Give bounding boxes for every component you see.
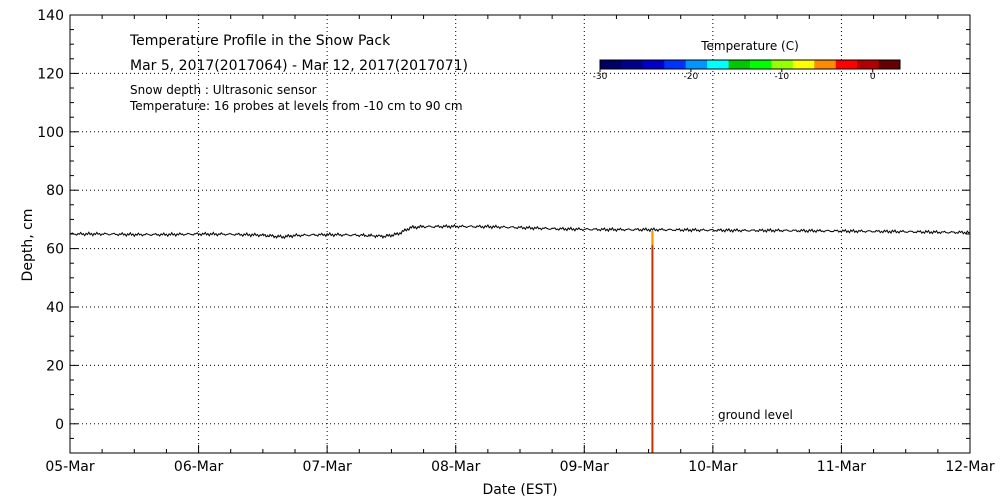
colorbar-swatch	[728, 60, 751, 69]
colorbar-swatch	[664, 60, 687, 69]
x-tick-label: 09-Mar	[560, 459, 610, 475]
colorbar-swatch	[792, 60, 815, 69]
series-layer	[69, 223, 971, 453]
plot-frame	[69, 14, 971, 454]
colorbar-swatch	[707, 60, 730, 69]
axis-ticks: 05-Mar 06-Mar 07-Mar 08-Mar 09-Mar 10-Mar 11-M…	[37, 8, 995, 475]
x-tick-label: 07-Mar	[303, 459, 353, 475]
colorbar-swatch	[600, 60, 622, 69]
chart-title: Temperature Profile in the Snow Pack	[129, 33, 391, 49]
colorbar-tick-label: -20	[684, 72, 699, 82]
colorbar-swatch	[878, 60, 901, 69]
colorbar-tick-label: -30	[593, 72, 608, 82]
colorbar-tick-label: -10	[774, 72, 789, 82]
x-axis-label: Date (EST)	[482, 482, 557, 498]
y-axis-label: Depth, cm	[20, 209, 36, 282]
temperature-trace-top	[651, 231, 654, 246]
x-tick-label: 12-Mar	[945, 459, 995, 475]
temperature-colorbar: Temperature (C) -30 -20 -10 0	[593, 39, 901, 82]
colorbar-tick-label: 0	[870, 72, 876, 82]
x-tick-label: 05-Mar	[45, 459, 95, 475]
colorbar-swatch	[750, 60, 772, 69]
y-tick-label: 60	[46, 242, 64, 258]
x-tick-label: 06-Mar	[174, 459, 224, 475]
y-tick-label: 80	[46, 183, 64, 199]
ground-level-annotation: ground level	[718, 408, 793, 422]
colorbar-swatch	[685, 60, 708, 69]
colorbar-swatch	[621, 60, 644, 69]
chart-subtitle: Mar 5, 2017(2017064) - Mar 12, 2017(2017…	[130, 58, 468, 74]
colorbar-title: Temperature (C)	[700, 39, 799, 53]
colorbar-swatch	[835, 60, 858, 69]
colorbar-frame	[599, 59, 901, 70]
temperature-trace	[651, 231, 654, 453]
colorbar-swatch	[814, 60, 837, 69]
y-tick-label: 40	[46, 300, 64, 316]
y-tick-label: 100	[37, 125, 64, 141]
info-line-sensor: Snow depth : Ultrasonic sensor	[130, 83, 317, 97]
x-tick-label: 10-Mar	[688, 459, 738, 475]
y-tick-label: 0	[55, 417, 64, 433]
y-tick-label: 20	[46, 358, 64, 374]
snow-depth-line	[69, 223, 971, 240]
x-tick-label: 11-Mar	[817, 459, 867, 475]
x-tick-label: 08-Mar	[431, 459, 481, 475]
colorbar-swatch	[771, 60, 794, 69]
y-tick-label: 140	[37, 8, 64, 24]
grid-lines	[70, 15, 970, 453]
info-line-probes: Temperature: 16 probes at levels from -1…	[129, 99, 463, 113]
y-tick-label: 120	[37, 66, 64, 82]
colorbar-swatch	[857, 60, 880, 69]
colorbar-swatch	[642, 60, 665, 69]
